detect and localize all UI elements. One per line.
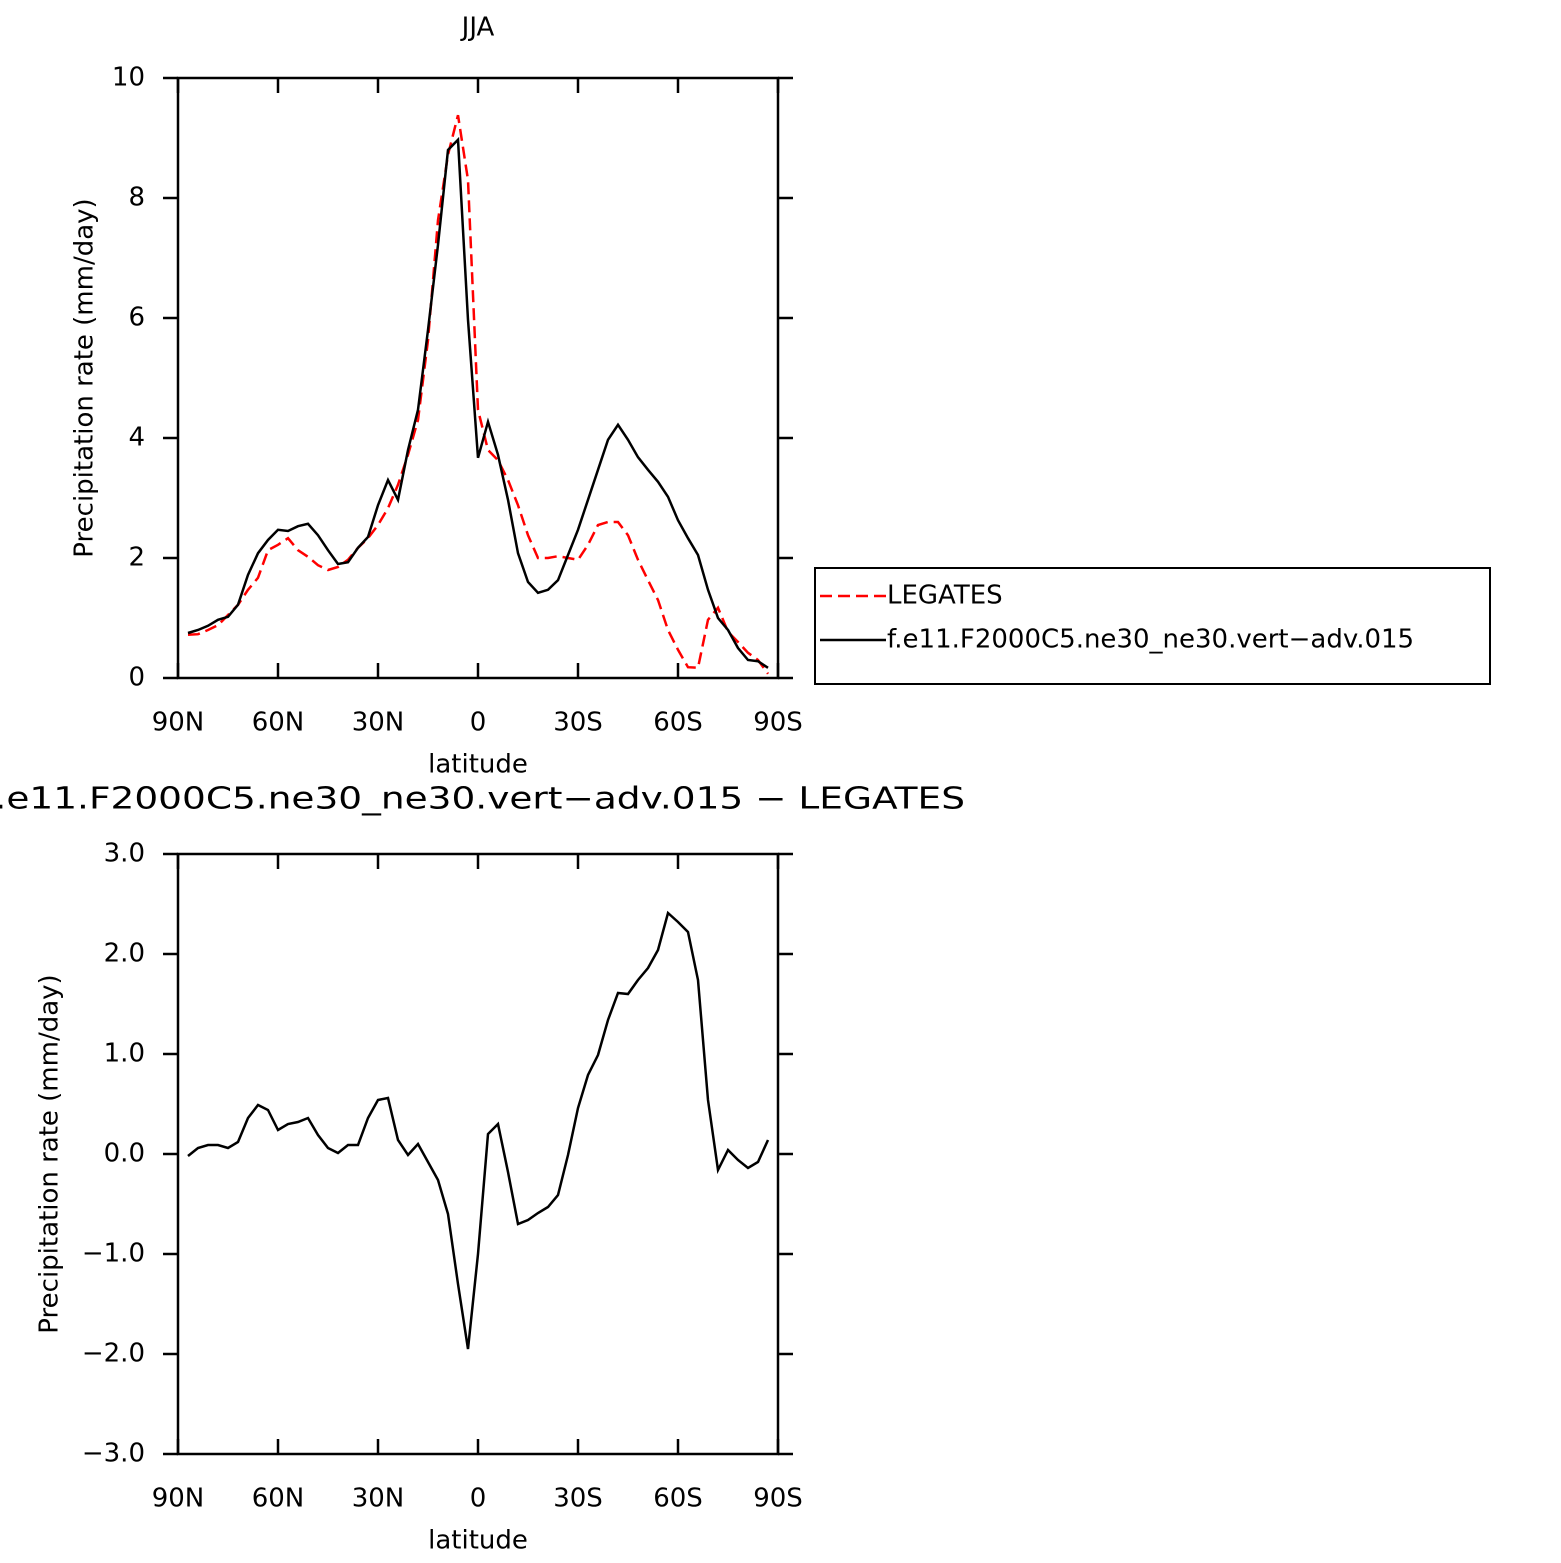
y-tick-label: 8: [128, 183, 145, 213]
chart-title: JJA: [460, 13, 495, 43]
y-tick-label: 6: [128, 303, 145, 333]
y-axis-label: Precipitation rate (mm/day): [35, 974, 65, 1333]
y-tick-label: 0.0: [104, 1139, 145, 1169]
y-tick-label: 3.0: [104, 839, 145, 869]
y-axis-label: Precipitation rate (mm/day): [70, 198, 100, 557]
x-tick-label: 30N: [352, 1484, 405, 1514]
y-tick-label: 0: [128, 663, 145, 693]
y-tick-label: 2: [128, 543, 145, 573]
legend-label: LEGATES: [887, 581, 1003, 611]
y-tick-label: 1.0: [104, 1039, 145, 1069]
x-tick-label: 30N: [352, 708, 405, 738]
x-tick-label: 30S: [553, 708, 603, 738]
x-axis-label: latitude: [428, 750, 528, 780]
x-tick-label: 60S: [653, 708, 703, 738]
plot-frame: [176, 76, 780, 680]
data-line: [187, 910, 770, 1350]
y-tick-label: −2.0: [82, 1339, 145, 1369]
x-tick-label: 90S: [753, 708, 803, 738]
x-axis-label: latitude: [428, 1526, 528, 1556]
x-tick-label: 0: [470, 1484, 487, 1514]
y-tick-label: −3.0: [82, 1439, 145, 1469]
data-line: [187, 136, 769, 669]
y-tick-label: 10: [112, 63, 145, 93]
y-tick-label: 2.0: [104, 939, 145, 969]
x-tick-label: 90N: [152, 708, 205, 738]
x-tick-label: 60N: [252, 708, 305, 738]
legend-box: [814, 567, 1491, 685]
x-tick-label: 0: [470, 708, 487, 738]
y-tick-label: −1.0: [82, 1239, 145, 1269]
plot-frame: [176, 852, 780, 1456]
x-tick-label: 60N: [252, 1484, 305, 1514]
y-tick-label: 4: [128, 423, 145, 453]
x-tick-label: 90S: [753, 1484, 803, 1514]
chart-title: f.e11.F2000C5.ne30_ne30.vert−adv.015 − L…: [0, 782, 965, 817]
legend-label: f.e11.F2000C5.ne30_ne30.vert−adv.015: [887, 625, 1414, 655]
x-tick-label: 90N: [152, 1484, 205, 1514]
data-line: [187, 114, 770, 675]
x-tick-label: 30S: [553, 1484, 603, 1514]
x-tick-label: 60S: [653, 1484, 703, 1514]
